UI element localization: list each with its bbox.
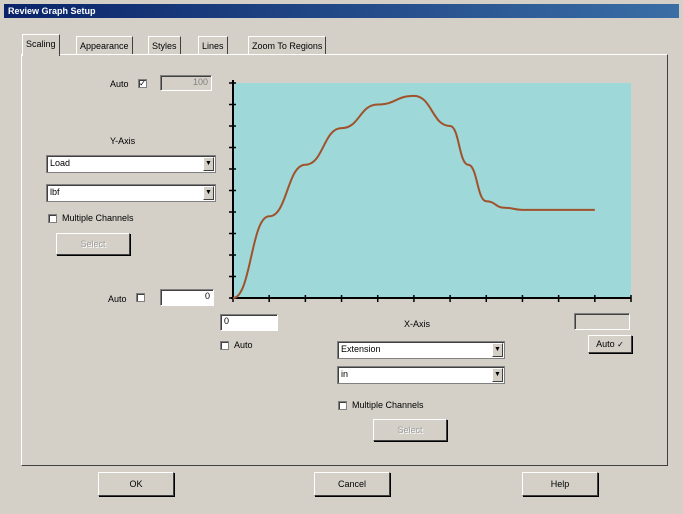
x-multiple-channels-checkbox[interactable] — [338, 401, 347, 410]
x-min-auto-label: Auto — [234, 340, 253, 350]
y-min-auto-label: Auto — [108, 294, 127, 304]
ok-button[interactable]: OK — [98, 472, 174, 496]
x-axis-title: X-Axis — [404, 319, 431, 329]
y-min-field[interactable]: 0 — [160, 289, 214, 306]
x-max-field[interactable] — [574, 313, 630, 330]
series-curve — [232, 94, 595, 299]
x-select-button[interactable]: Select — [373, 419, 447, 441]
y-channel-select[interactable]: Load ▼ — [46, 155, 216, 173]
x-channel-select[interactable]: Extension ▼ — [337, 341, 505, 359]
y-max-auto-label: Auto — [110, 79, 129, 89]
x-max-auto-label: Auto — [596, 339, 615, 349]
x-units-select[interactable]: in ▼ — [337, 366, 505, 384]
y-channel-value: Load — [50, 158, 71, 168]
y-max-field[interactable]: 100 — [160, 75, 212, 91]
scaling-panel — [21, 54, 668, 466]
x-max-auto-toggle[interactable]: Auto ✓ — [588, 335, 632, 353]
chevron-down-icon[interactable]: ▼ — [203, 157, 214, 171]
tab-styles[interactable]: Styles — [148, 36, 181, 55]
graph-preview-area — [233, 83, 631, 297]
x-min-auto-checkbox[interactable] — [220, 341, 229, 350]
y-units-value: lbf — [50, 187, 60, 197]
tab-appearance[interactable]: Appearance — [76, 36, 133, 55]
x-units-value: in — [341, 369, 349, 379]
dialog-title: Review Graph Setup — [4, 4, 679, 18]
tab-scaling[interactable]: Scaling — [22, 34, 60, 56]
y-multiple-channels-checkbox[interactable] — [48, 214, 57, 223]
y-min-auto-checkbox[interactable] — [136, 293, 145, 302]
y-axis-title: Y-Axis — [110, 136, 136, 146]
x-min-field[interactable]: 0 — [220, 314, 278, 331]
x-multiple-channels-label: Multiple Channels — [352, 400, 424, 410]
y-max-auto-checkbox[interactable]: ✓ — [138, 79, 147, 88]
x-max-auto-check-icon: ✓ — [617, 340, 624, 349]
chevron-down-icon[interactable]: ▼ — [203, 186, 214, 200]
chevron-down-icon[interactable]: ▼ — [492, 368, 503, 382]
y-multiple-channels-label: Multiple Channels — [62, 213, 134, 223]
tab-lines[interactable]: Lines — [198, 36, 228, 55]
chevron-down-icon[interactable]: ▼ — [492, 343, 503, 357]
x-channel-value: Extension — [341, 344, 381, 354]
tab-zoom-to-regions[interactable]: Zoom To Regions — [248, 36, 327, 55]
y-units-select[interactable]: lbf ▼ — [46, 184, 216, 202]
help-button[interactable]: Help — [522, 472, 598, 496]
y-select-button[interactable]: Select — [56, 233, 130, 255]
cancel-button[interactable]: Cancel — [314, 472, 390, 496]
